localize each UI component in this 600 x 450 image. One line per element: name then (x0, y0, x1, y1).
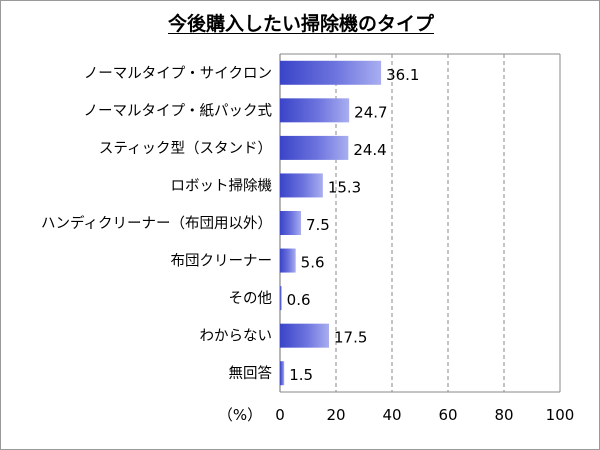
x-tick-label: 80 (494, 406, 513, 424)
value-label: 24.4 (353, 141, 386, 159)
category-label: ハンディクリーナー（布団用以外） (41, 214, 272, 232)
x-tick-label: 100 (546, 406, 575, 424)
category-label: 布団クリーナー (171, 253, 273, 270)
category-label: スティック型（スタンド） (99, 140, 272, 157)
x-tick-label: 0 (275, 406, 285, 424)
bar (280, 135, 349, 160)
x-axis-unit-label: （%） (218, 406, 262, 424)
bar (280, 98, 350, 123)
value-label: 24.7 (354, 103, 387, 121)
category-label: ノーマルタイプ・サイクロン (84, 65, 272, 82)
category-label: ロボット掃除機 (171, 176, 273, 194)
bars (280, 60, 382, 386)
bar (280, 211, 301, 235)
bar (280, 323, 329, 348)
bar (280, 248, 296, 273)
bar (280, 286, 282, 311)
category-label: その他 (229, 290, 273, 307)
value-label: 17.5 (334, 329, 367, 347)
chart-title: 今後購入したい掃除機のタイプ (167, 13, 434, 35)
value-label: 15.3 (328, 178, 361, 196)
value-label: 7.5 (306, 216, 330, 234)
value-label: 36.1 (386, 66, 419, 84)
bar (280, 173, 323, 198)
bar (280, 60, 382, 85)
value-label: 0.6 (287, 291, 311, 309)
value-label: 1.5 (289, 366, 313, 384)
x-tick-label: 40 (382, 406, 401, 424)
category-label: ノーマルタイプ・紙パック式 (84, 102, 273, 119)
bar (280, 361, 285, 386)
x-tick-label: 60 (438, 406, 457, 424)
category-label: 無回答 (229, 365, 273, 382)
value-label: 5.6 (301, 254, 325, 272)
x-tick-label: 20 (326, 406, 345, 424)
labels: 0 20 40 60 80 100 （%） ノーマルタイプ・サイクロン 36.1 ノーマルタイプ・… (41, 65, 574, 424)
category-label: わからない (200, 328, 273, 345)
